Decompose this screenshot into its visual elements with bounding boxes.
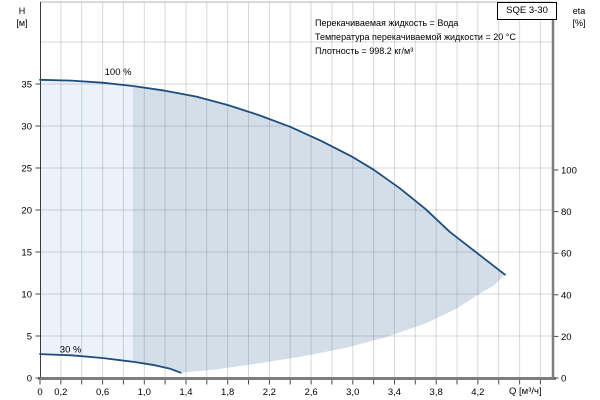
y-left-tick-label: 30 xyxy=(21,122,32,133)
x-tick-label: 3,0 xyxy=(346,387,359,398)
annotation-density: Плотность = 998.2 кг/м³ xyxy=(315,46,414,56)
x-axis-label: Q [м³/ч] xyxy=(509,386,542,397)
x-tick-label: 4,2 xyxy=(471,387,484,398)
annotation-temperature: Температура перекачиваемой жидкости = 20… xyxy=(315,32,516,42)
envelope-region-dark xyxy=(132,85,505,373)
y-right-tick-label: 100 xyxy=(561,166,577,177)
y-axis-label-left: H [м] xyxy=(6,5,38,29)
y-left-tick-label: 20 xyxy=(21,206,32,217)
grid-lines xyxy=(40,2,553,378)
y-right-tick-label: 80 xyxy=(561,207,572,218)
y-right-tick-label: 0 xyxy=(561,374,566,385)
y-axis-unit-left: [м] xyxy=(16,18,28,28)
x-tick-label: 1,4 xyxy=(179,387,192,398)
x-tick-label: 1,8 xyxy=(221,387,234,398)
y-axis-symbol-right: eta xyxy=(572,6,586,16)
y-axis-symbol-left: H xyxy=(18,6,26,16)
curve-label-speed-30-percent-curve: 30 % xyxy=(60,344,82,355)
y-left-tick-label: 10 xyxy=(21,290,32,301)
y-left-tick-label: 25 xyxy=(21,164,32,175)
x-tick-label: 2,2 xyxy=(263,387,276,398)
y-axis-label-right: eta [%] xyxy=(561,5,597,29)
x-tick-label: 1,0 xyxy=(138,387,151,398)
x-tick-label: 3,8 xyxy=(430,387,443,398)
y-right-tick-label: 20 xyxy=(561,332,572,343)
x-tick-label: 0,6 xyxy=(96,387,109,398)
y-left-tick-label: 0 xyxy=(27,374,32,385)
y-left-tick-label: 5 xyxy=(27,332,32,343)
axis-ticks xyxy=(35,83,559,385)
annotation-fluid: Перекачиваемая жидкость = Вода xyxy=(315,18,459,28)
fluid-annotations: Перекачиваемая жидкость = Вода Температу… xyxy=(315,16,516,58)
y-left-tick-label: 35 xyxy=(21,80,32,91)
y-right-tick-label: 40 xyxy=(561,290,572,301)
x-tick-label: 3,4 xyxy=(388,387,401,398)
y-left-tick-label: 15 xyxy=(21,248,32,259)
x-tick-label: 0 xyxy=(37,387,42,398)
y-right-tick-label: 60 xyxy=(561,249,572,260)
curve-speed-100 xyxy=(39,78,506,276)
curve-label-speed-100-percent-curve: 100 % xyxy=(105,67,132,78)
x-tick-label: 0,2 xyxy=(54,387,67,398)
curve-speed-30 xyxy=(39,353,182,374)
y-axis-unit-right: [%] xyxy=(572,18,586,28)
x-tick-label: 2,6 xyxy=(304,387,317,398)
pump-model-badge: SQE 3-30 xyxy=(497,2,557,20)
